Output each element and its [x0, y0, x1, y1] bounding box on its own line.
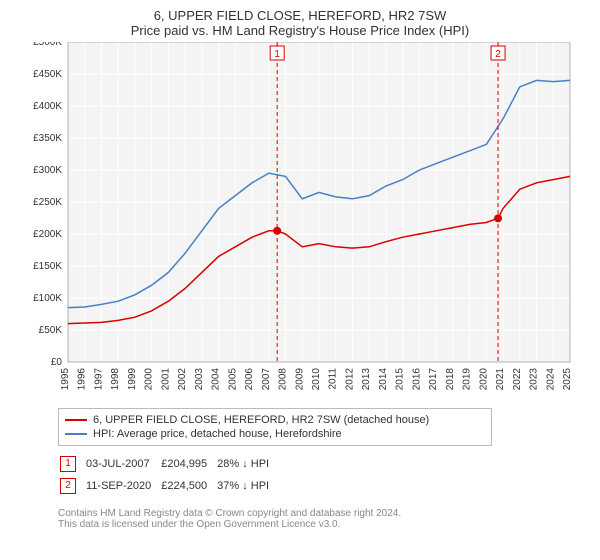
svg-text:2015: 2015	[395, 368, 406, 391]
svg-text:£100K: £100K	[33, 293, 62, 304]
legend-swatch-property	[65, 419, 87, 421]
svg-text:£450K: £450K	[33, 69, 62, 80]
svg-text:2019: 2019	[462, 368, 473, 391]
svg-text:2023: 2023	[529, 368, 540, 391]
legend-row: 6, UPPER FIELD CLOSE, HEREFORD, HR2 7SW …	[65, 413, 485, 427]
legend-swatch-hpi	[65, 433, 87, 435]
footer-line: This data is licensed under the Open Gov…	[58, 519, 588, 530]
svg-text:2022: 2022	[512, 368, 523, 391]
legend-row: HPI: Average price, detached house, Here…	[65, 427, 485, 441]
svg-text:£250K: £250K	[33, 197, 62, 208]
footer-line: Contains HM Land Registry data © Crown c…	[58, 508, 588, 519]
svg-text:£500K: £500K	[33, 42, 62, 48]
svg-text:2013: 2013	[361, 368, 372, 391]
svg-text:2000: 2000	[144, 368, 155, 391]
svg-text:£200K: £200K	[33, 229, 62, 240]
svg-text:2016: 2016	[411, 368, 422, 391]
legend-label: HPI: Average price, detached house, Here…	[93, 428, 342, 440]
sale-delta: 37% ↓ HPI	[217, 476, 277, 496]
svg-text:1999: 1999	[127, 368, 138, 391]
svg-text:1998: 1998	[110, 368, 121, 391]
svg-text:2006: 2006	[244, 368, 255, 391]
svg-text:2: 2	[495, 49, 501, 60]
svg-text:£50K: £50K	[39, 325, 63, 336]
legend-label: 6, UPPER FIELD CLOSE, HEREFORD, HR2 7SW …	[93, 414, 429, 426]
svg-text:1997: 1997	[93, 368, 104, 391]
legend: 6, UPPER FIELD CLOSE, HEREFORD, HR2 7SW …	[58, 408, 492, 446]
svg-text:£350K: £350K	[33, 133, 62, 144]
svg-text:2008: 2008	[278, 368, 289, 391]
svg-text:2014: 2014	[378, 368, 389, 391]
sale-delta: 28% ↓ HPI	[217, 454, 277, 474]
sales-table: 1 03-JUL-2007 £204,995 28% ↓ HPI 2 11-SE…	[58, 452, 279, 498]
svg-text:2005: 2005	[227, 368, 238, 391]
svg-text:2017: 2017	[428, 368, 439, 391]
sale-marker-icon: 1	[60, 456, 76, 472]
svg-text:£0: £0	[51, 357, 63, 368]
table-row: 1 03-JUL-2007 £204,995 28% ↓ HPI	[60, 454, 277, 474]
sale-date: 03-JUL-2007	[86, 454, 159, 474]
svg-text:1996: 1996	[77, 368, 88, 391]
svg-text:1: 1	[274, 49, 280, 60]
svg-text:2001: 2001	[160, 368, 171, 391]
svg-text:2004: 2004	[211, 368, 222, 391]
chart-title-2: Price paid vs. HM Land Registry's House …	[12, 23, 588, 38]
svg-text:2018: 2018	[445, 368, 456, 391]
svg-text:2007: 2007	[261, 368, 272, 391]
chart-title-1: 6, UPPER FIELD CLOSE, HEREFORD, HR2 7SW	[12, 8, 588, 23]
svg-text:2012: 2012	[344, 368, 355, 391]
chart-svg: £0 £50K £100K £150K £200K £250K £300K £350K £400…	[20, 42, 580, 402]
svg-text:2010: 2010	[311, 368, 322, 391]
svg-text:2002: 2002	[177, 368, 188, 391]
svg-text:2003: 2003	[194, 368, 205, 391]
footer: Contains HM Land Registry data © Crown c…	[58, 508, 588, 530]
sale-price: £224,500	[161, 476, 215, 496]
table-row: 2 11-SEP-2020 £224,500 37% ↓ HPI	[60, 476, 277, 496]
svg-text:1995: 1995	[60, 368, 71, 391]
chart: £0 £50K £100K £150K £200K £250K £300K £350K £400…	[20, 42, 580, 402]
sale-price: £204,995	[161, 454, 215, 474]
svg-text:£400K: £400K	[33, 101, 62, 112]
svg-text:2011: 2011	[328, 368, 339, 390]
svg-text:2025: 2025	[562, 368, 573, 391]
sale-marker-icon: 2	[60, 478, 76, 494]
svg-text:2021: 2021	[495, 368, 506, 391]
svg-text:2020: 2020	[478, 368, 489, 391]
svg-text:2009: 2009	[294, 368, 305, 391]
sale-date: 11-SEP-2020	[86, 476, 159, 496]
svg-text:2024: 2024	[545, 368, 556, 391]
svg-text:£300K: £300K	[33, 165, 62, 176]
svg-text:£150K: £150K	[33, 261, 62, 272]
